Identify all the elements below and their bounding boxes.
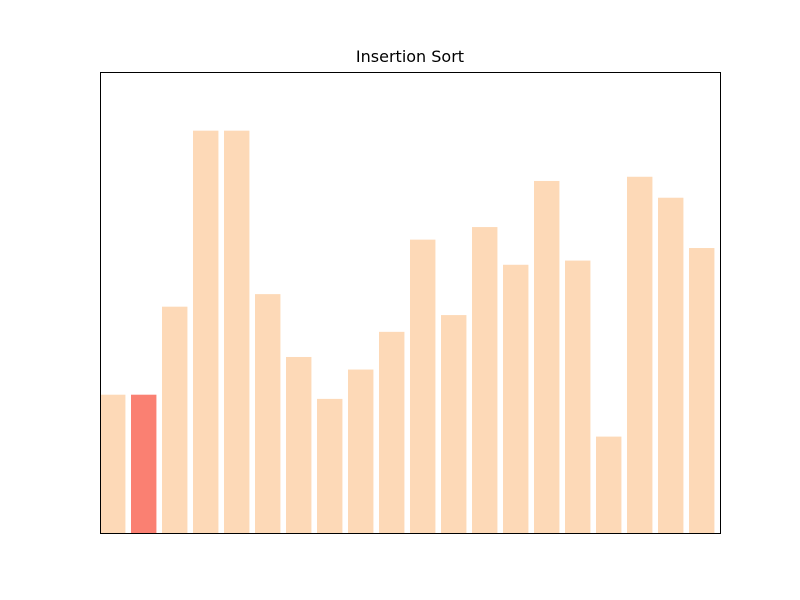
bar: [348, 369, 374, 533]
bar-highlighted: [131, 394, 157, 533]
bar: [379, 331, 405, 533]
bar: [472, 227, 498, 533]
bar: [100, 394, 126, 533]
bar: [534, 180, 560, 533]
bars-group: [100, 130, 715, 534]
bar: [658, 197, 684, 534]
bar: [627, 176, 653, 533]
bar: [596, 436, 622, 533]
bar: [224, 130, 250, 534]
bar: [689, 248, 715, 533]
bar: [565, 260, 591, 533]
bar: [286, 356, 312, 533]
bar: [317, 398, 343, 533]
plot-frame: [100, 72, 721, 534]
bar: [255, 294, 281, 533]
bar: [503, 264, 529, 533]
bar: [441, 315, 467, 533]
chart-title: Insertion Sort: [355, 47, 465, 66]
bar: [193, 130, 219, 534]
bar: [410, 239, 436, 533]
bar: [162, 306, 188, 533]
